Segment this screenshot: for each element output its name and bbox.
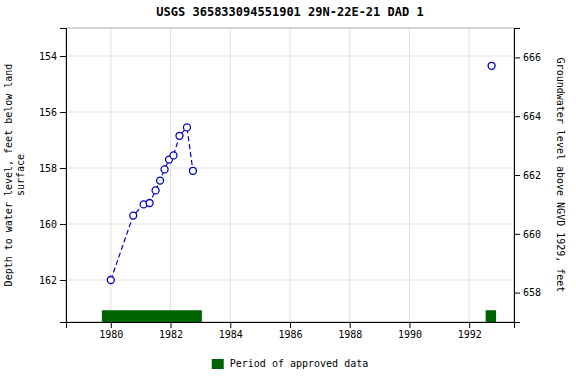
point	[146, 200, 153, 207]
tick-mark	[60, 280, 66, 281]
point	[183, 124, 190, 131]
tick: 658	[514, 287, 541, 298]
tick-label: 660	[523, 229, 541, 240]
tick-label: 160	[39, 219, 57, 230]
axis-line	[515, 29, 521, 323]
grid-line	[66, 168, 514, 169]
grid	[66, 28, 514, 322]
tick: 664	[514, 111, 541, 122]
tick: 660	[514, 229, 541, 240]
point	[176, 132, 183, 139]
title: USGS 365833094551901 29N-22E-21 DAD 1	[156, 5, 423, 19]
tick-label: 1984	[219, 329, 243, 340]
tick-mark	[350, 322, 351, 328]
x-axis: 1980 1982 1984 1986 1988 1990 1992	[67, 322, 515, 340]
tick-label: 1982	[159, 329, 183, 340]
plot: 1980 1982 1984 1986 1988 1990 1992 154 156 158 160…	[3, 5, 566, 369]
tick: 1986	[278, 322, 302, 340]
y2-axis-label: Groundwater level above NGVD 1929, feet	[555, 58, 566, 293]
tick: 158	[39, 163, 66, 174]
tick-label: 664	[523, 111, 541, 122]
tick-label: 154	[39, 51, 57, 62]
grid-line	[469, 28, 470, 322]
tick: 156	[39, 107, 66, 118]
tick-label: 162	[39, 275, 57, 286]
approved-period	[102, 310, 202, 322]
tick-mark	[60, 56, 66, 57]
tick: 1992	[458, 322, 482, 340]
grid-line	[230, 28, 231, 322]
grid-line	[349, 28, 350, 322]
tick-label: 1990	[398, 329, 422, 340]
tick: 162	[39, 275, 66, 286]
tick-label: 1980	[99, 329, 123, 340]
tick: 666	[514, 52, 541, 63]
tick: 1980	[99, 322, 123, 340]
tick: 1982	[159, 322, 183, 340]
tick-label: 666	[523, 52, 541, 63]
y-axis: 154 156 158 160 162	[39, 29, 67, 323]
tick-label: 156	[39, 107, 57, 118]
point	[170, 152, 177, 159]
tick: 1988	[338, 322, 362, 340]
grid-line	[66, 56, 514, 57]
tick-mark	[111, 322, 112, 328]
point	[152, 187, 159, 194]
grid-line	[409, 28, 410, 322]
legend: Period of approved data	[212, 358, 368, 369]
tick-mark	[469, 322, 470, 328]
chart: 1980 1982 1984 1986 1988 1990 1992 154 156 158 160…	[0, 0, 576, 384]
tick-mark	[514, 57, 520, 58]
tick-mark	[514, 116, 520, 117]
grid-line	[290, 28, 291, 322]
tick-mark	[514, 175, 520, 176]
axis-line	[60, 29, 67, 323]
y-axis-label: Depth to water level, feet below landsur…	[3, 64, 26, 287]
legend-swatch	[212, 359, 224, 369]
axis-line	[67, 323, 515, 329]
tick-mark	[171, 322, 172, 328]
tick-label: 158	[39, 163, 57, 174]
tick: 160	[39, 219, 66, 230]
legend-label: Period of approved data	[230, 358, 368, 369]
grid-line	[66, 112, 514, 113]
point	[161, 166, 168, 173]
tick-mark	[409, 322, 410, 328]
tick-mark	[514, 293, 520, 294]
point	[107, 277, 114, 284]
marks	[102, 62, 496, 322]
tick-mark	[514, 234, 520, 235]
tick: 1990	[398, 322, 422, 340]
tick-label: 658	[523, 287, 541, 298]
tick: 1984	[219, 322, 243, 340]
grid-line	[170, 28, 171, 322]
series-line	[111, 127, 193, 280]
point	[488, 62, 495, 69]
point	[130, 212, 137, 219]
y2-axis: 666 664 662 660 658	[514, 29, 541, 323]
grid-line	[66, 280, 514, 281]
grid-line	[66, 224, 514, 225]
tick-mark	[60, 112, 66, 113]
tick-mark	[230, 322, 231, 328]
approved-period	[486, 310, 496, 322]
tick-label: 1988	[338, 329, 362, 340]
tick-mark	[290, 322, 291, 328]
plot-frame	[66, 28, 514, 322]
tick: 662	[514, 170, 541, 181]
tick-label: 1992	[458, 329, 482, 340]
tick-mark	[60, 224, 66, 225]
tick-label: 662	[523, 170, 541, 181]
point	[189, 167, 196, 174]
tick: 154	[39, 51, 66, 62]
point	[157, 177, 164, 184]
tick-label: 1986	[278, 329, 302, 340]
tick-mark	[60, 168, 66, 169]
